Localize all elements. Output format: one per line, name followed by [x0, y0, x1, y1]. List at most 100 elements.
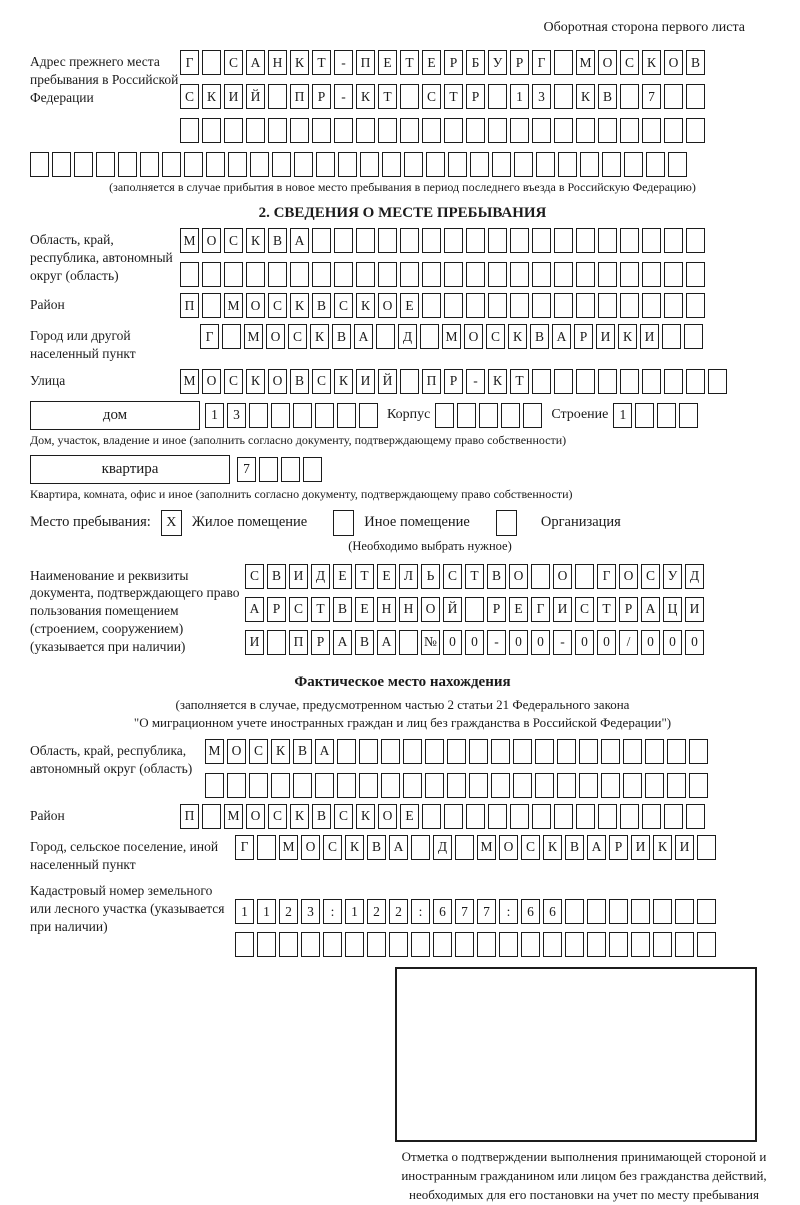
form-cell[interactable]	[312, 262, 331, 287]
form-cell[interactable]: Г	[532, 50, 551, 75]
form-cell[interactable]	[598, 293, 617, 318]
form-cell[interactable]	[52, 152, 71, 177]
form-cell[interactable]: С	[224, 368, 243, 394]
form-cell[interactable]: К	[310, 324, 329, 349]
form-cell[interactable]: :	[323, 899, 342, 925]
form-cell[interactable]: В	[355, 629, 374, 655]
form-cell[interactable]	[337, 772, 356, 798]
form-cell[interactable]	[536, 152, 555, 177]
form-cell[interactable]: С	[486, 324, 505, 349]
form-cell[interactable]: У	[488, 50, 507, 75]
form-cell[interactable]: А	[315, 738, 334, 764]
form-cell[interactable]	[403, 738, 422, 764]
form-cell[interactable]	[457, 402, 477, 428]
form-cell[interactable]	[224, 118, 243, 143]
form-cell[interactable]	[623, 772, 642, 798]
form-cell[interactable]: А	[587, 834, 606, 860]
form-cell[interactable]	[620, 84, 639, 109]
form-cell[interactable]	[404, 152, 423, 177]
form-cell[interactable]	[645, 772, 664, 798]
form-cell[interactable]: К	[246, 368, 265, 394]
form-cell[interactable]: Р	[444, 368, 463, 394]
form-cell[interactable]: О	[246, 293, 265, 318]
checkbox-organizatsiya[interactable]	[495, 509, 517, 536]
form-cell[interactable]	[435, 402, 455, 428]
form-cell[interactable]	[268, 262, 287, 287]
form-cell[interactable]: Н	[268, 50, 287, 75]
form-cell[interactable]	[532, 293, 551, 318]
form-cell[interactable]	[510, 803, 529, 829]
form-cell[interactable]	[411, 834, 430, 860]
form-cell[interactable]	[686, 84, 705, 109]
form-cell[interactable]	[532, 803, 551, 829]
form-cell[interactable]	[96, 152, 115, 177]
form-cell[interactable]: К	[334, 368, 353, 394]
form-cell[interactable]	[444, 293, 463, 318]
form-cell[interactable]	[554, 50, 573, 75]
form-cell[interactable]: О	[202, 228, 221, 253]
form-cell[interactable]: :	[499, 899, 518, 925]
form-cell[interactable]	[686, 262, 705, 287]
form-cell[interactable]	[246, 118, 265, 143]
form-cell[interactable]	[554, 803, 573, 829]
form-cell[interactable]	[202, 262, 221, 287]
form-cell[interactable]	[535, 772, 554, 798]
form-cell[interactable]	[268, 118, 287, 143]
form-cell[interactable]: -	[466, 368, 485, 394]
form-cell[interactable]: №	[421, 629, 440, 655]
form-cell[interactable]: В	[333, 596, 352, 622]
form-cell[interactable]: 6	[543, 899, 562, 925]
form-cell[interactable]: Р	[311, 629, 330, 655]
form-cell[interactable]	[381, 772, 400, 798]
form-cell[interactable]	[653, 932, 672, 958]
form-cell[interactable]: Е	[400, 293, 419, 318]
form-cell[interactable]	[246, 262, 265, 287]
form-cell[interactable]	[337, 738, 356, 764]
form-cell[interactable]: М	[224, 293, 243, 318]
form-cell[interactable]: 0	[465, 629, 484, 655]
form-cell[interactable]: 2	[279, 899, 298, 925]
form-cell[interactable]: О	[266, 324, 285, 349]
form-cell[interactable]: С	[268, 293, 287, 318]
form-cell[interactable]: 0	[663, 629, 682, 655]
form-cell[interactable]	[620, 228, 639, 253]
form-cell[interactable]: С	[521, 834, 540, 860]
form-cell[interactable]: А	[552, 324, 571, 349]
form-cell[interactable]	[631, 899, 650, 925]
form-cell[interactable]	[491, 738, 510, 764]
form-cell[interactable]: К	[642, 50, 661, 75]
form-cell[interactable]: С	[268, 803, 287, 829]
form-cell[interactable]	[598, 262, 617, 287]
form-cell[interactable]: П	[180, 803, 199, 829]
form-cell[interactable]: И	[640, 324, 659, 349]
form-cell[interactable]: С	[575, 596, 594, 622]
form-cell[interactable]	[444, 228, 463, 253]
form-cell[interactable]	[491, 772, 510, 798]
form-cell[interactable]	[576, 803, 595, 829]
form-cell[interactable]	[686, 293, 705, 318]
form-cell[interactable]: Л	[399, 563, 418, 589]
form-cell[interactable]: О	[619, 563, 638, 589]
form-cell[interactable]	[620, 118, 639, 143]
form-cell[interactable]	[447, 738, 466, 764]
form-cell[interactable]: А	[333, 629, 352, 655]
form-cell[interactable]: 0	[575, 629, 594, 655]
form-cell[interactable]	[510, 293, 529, 318]
form-cell[interactable]: С	[245, 563, 264, 589]
form-cell[interactable]	[202, 803, 221, 829]
form-cell[interactable]: Д	[433, 834, 452, 860]
form-cell[interactable]	[290, 118, 309, 143]
form-cell[interactable]	[488, 293, 507, 318]
form-cell[interactable]	[708, 368, 727, 394]
form-cell[interactable]	[466, 803, 485, 829]
form-cell[interactable]: О	[301, 834, 320, 860]
form-cell[interactable]: В	[530, 324, 549, 349]
form-cell[interactable]	[312, 228, 331, 253]
form-cell[interactable]: -	[487, 629, 506, 655]
form-cell[interactable]	[488, 262, 507, 287]
form-cell[interactable]: 0	[443, 629, 462, 655]
form-cell[interactable]: 2	[367, 899, 386, 925]
form-cell[interactable]: Г	[200, 324, 219, 349]
form-cell[interactable]	[466, 228, 485, 253]
form-cell[interactable]: Г	[235, 834, 254, 860]
